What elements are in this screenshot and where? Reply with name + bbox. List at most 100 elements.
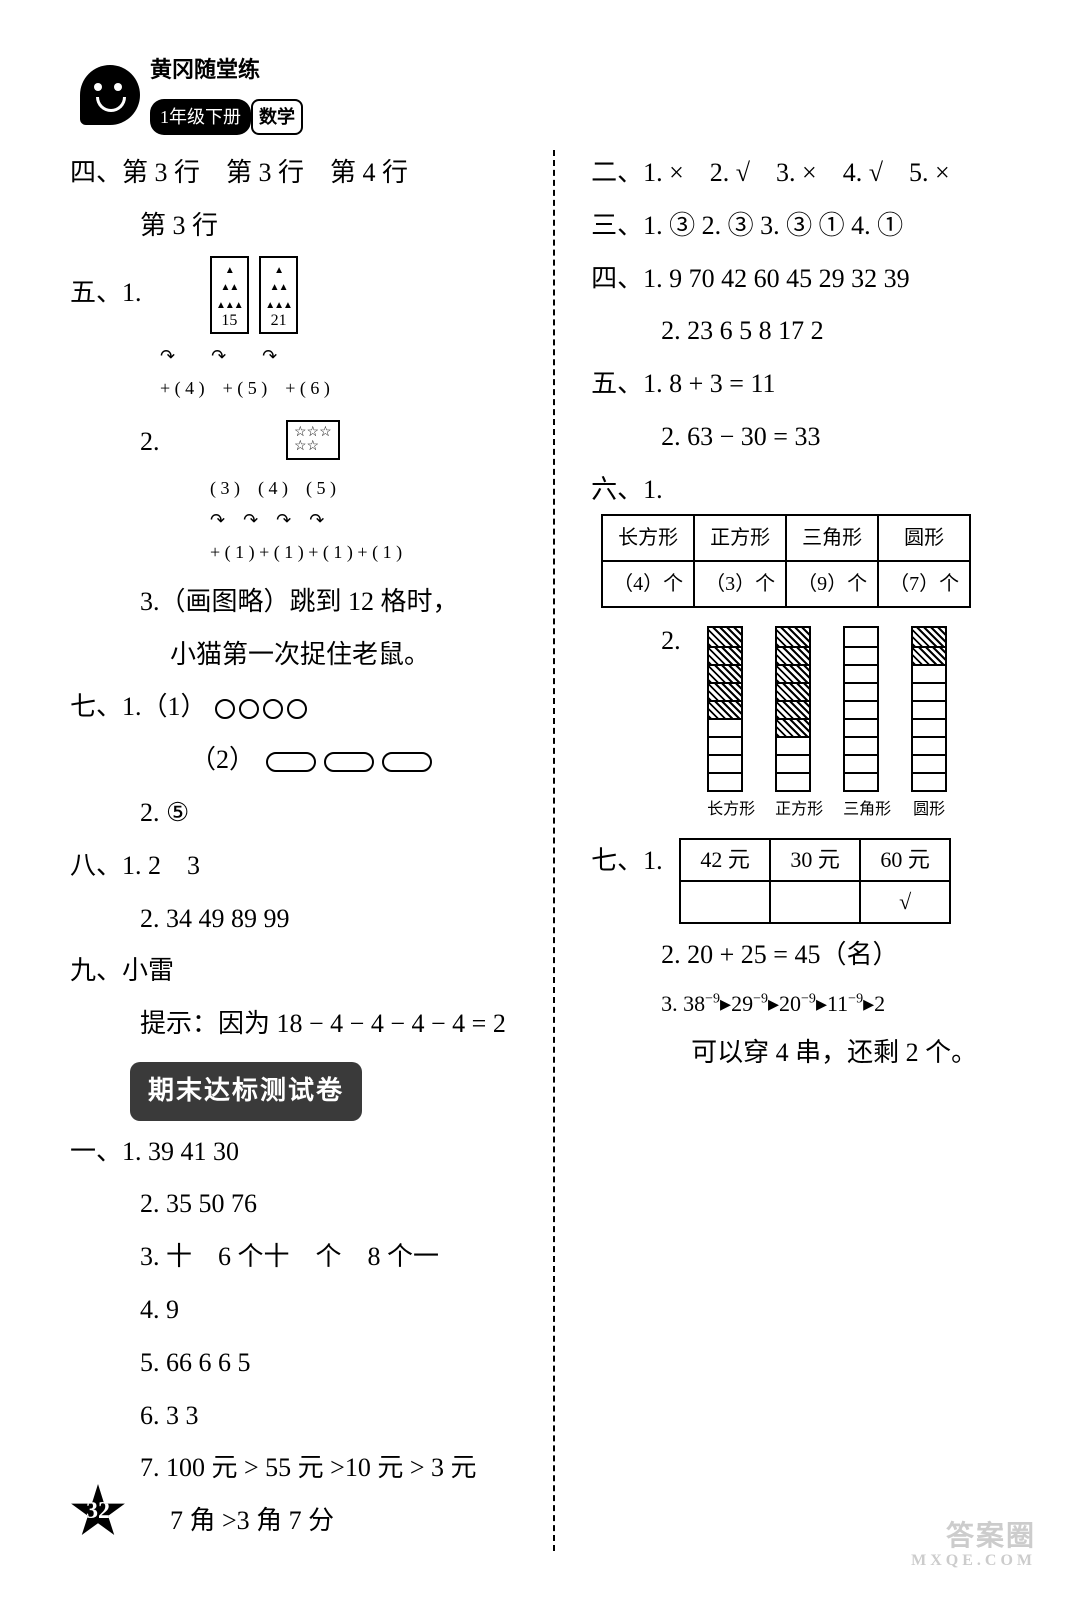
price-td — [770, 881, 860, 923]
r-q7: 七、1. 42 元 30 元 60 元 √ — [581, 838, 1026, 923]
page-header: 黄冈随堂练 1年级下册数学 — [80, 50, 303, 140]
q7-3-start: 3. 38 — [661, 991, 705, 1016]
circle-icon — [239, 699, 259, 719]
header-text-block: 黄冈随堂练 1年级下册数学 — [150, 50, 303, 140]
q5-arrows2-labels: + ( 1 ) + ( 1 ) + ( 1 ) + ( 1 ) — [210, 536, 402, 568]
a1-7a: 7. 100 元 > 55 元 >10 元 > 3 元 — [60, 1445, 527, 1492]
shape-table: 长方形 正方形 三角形 圆形 （4）个 （3）个 （9）个 （7）个 — [601, 514, 971, 608]
price-td: 30 元 — [770, 839, 860, 881]
q8-1: 八、1. 2 3 — [60, 843, 527, 890]
shape-table-data-row: （4）个 （3）个 （9）个 （7）个 — [602, 561, 970, 607]
q5-3b: 小猫第一次捉住老鼠。 — [60, 632, 527, 679]
r-q7-2: 2. 20 + 25 = 45（名） — [581, 932, 1026, 979]
q9-hint: 提示：因为 18 − 4 − 4 − 4 − 4 = 2 — [60, 1001, 527, 1048]
shape-td: （9）个 — [786, 561, 878, 607]
q5-label: 五、1. — [70, 278, 142, 307]
shape-td: （4）个 — [602, 561, 694, 607]
bar-label: 圆形 — [911, 796, 947, 825]
q5-2-label: 2. — [140, 427, 160, 456]
shape-td: （7）个 — [878, 561, 970, 607]
q7-1-2: （2） — [60, 737, 527, 784]
r-q5-2: 2. 63 − 30 = 33 — [581, 414, 1026, 461]
r-q2: 二、1. × 2. √ 3. × 4. √ 5. × — [581, 150, 1026, 197]
watermark: 答案圈 MXQE.COM — [911, 1522, 1036, 1570]
r-q3: 三、1. ③ 2. ③ 3. ③ ① 4. ① — [581, 203, 1026, 250]
r-q6-label: 六、1. — [591, 475, 663, 504]
r-q4-2: 2. 23 6 5 8 17 2 — [581, 308, 1026, 355]
shape-td: （3）个 — [694, 561, 786, 607]
bar-label: 正方形 — [775, 796, 823, 825]
bar-column: 长方形 — [707, 626, 755, 825]
cylinder-icon — [382, 752, 432, 772]
a1-3: 3. 十 6 个十 个 8 个一 — [60, 1234, 527, 1281]
tri2-num: 21 — [271, 312, 287, 329]
q7-1-1-text: 七、1.（1） — [70, 692, 207, 721]
r-q6: 六、1. 长方形 正方形 三角形 圆形 （4）个 （3）个 （9）个 （7）个 — [581, 467, 1026, 608]
q5-arrows1-labels: + ( 4 ) + ( 5 ) + ( 6 ) — [160, 372, 330, 404]
r-q7-label: 七、1. — [591, 846, 663, 875]
bar-column: 三角形 — [843, 626, 891, 825]
q5-1-arrows: ↷ ↷ ↷ + ( 4 ) + ( 5 ) + ( 6 ) — [60, 340, 527, 405]
q5-1: 五、1. ▲▲▲▲▲▲15 ▲▲▲▲▲▲21 — [60, 256, 527, 334]
a1-6: 6. 3 3 — [60, 1393, 527, 1440]
q5-2-nums: ( 3 ) ( 4 ) ( 5 ) — [210, 472, 336, 504]
section-banner: 期末达标测试卷 — [130, 1062, 362, 1121]
q9: 九、小雷 — [60, 948, 527, 995]
r-q4-1: 四、1. 9 70 42 60 45 29 32 39 — [581, 256, 1026, 303]
column-divider — [553, 150, 555, 1551]
price-td: 42 元 — [680, 839, 770, 881]
price-row-2: √ — [680, 881, 950, 923]
bar-label: 长方形 — [707, 796, 755, 825]
cylinder-icon — [324, 752, 374, 772]
a1-5: 5. 66 6 6 5 — [60, 1340, 527, 1387]
subtraction-sequence: −9▸29−9▸20−9▸11−9▸2 — [705, 991, 885, 1016]
grade-subject-row: 1年级下册数学 — [150, 90, 303, 140]
q5-2: 2. ☆☆☆☆☆ — [60, 419, 527, 466]
bar — [911, 626, 947, 792]
price-td: √ — [860, 881, 950, 923]
triangle-diagram: ▲▲▲▲▲▲15 ▲▲▲▲▲▲21 — [208, 256, 300, 334]
tri-box-2: ▲▲▲▲▲▲21 — [259, 256, 298, 334]
price-td: 60 元 — [860, 839, 950, 881]
r-q6-2: 2. 长方形正方形三角形圆形 — [581, 618, 1026, 825]
left-column: 四、第 3 行 第 3 行 第 4 行 第 3 行 五、1. ▲▲▲▲▲▲15 … — [60, 150, 527, 1551]
grade-pill: 1年级下册 — [150, 99, 251, 135]
bar-chart: 长方形正方形三角形圆形 — [707, 618, 947, 825]
content-columns: 四、第 3 行 第 3 行 第 4 行 第 3 行 五、1. ▲▲▲▲▲▲15 … — [60, 150, 1026, 1551]
r-q7-3a: 3. 38−9▸29−9▸20−9▸11−9▸2 — [581, 984, 1026, 1024]
bar — [843, 626, 879, 792]
a1-7b: 7 角 >3 角 7 分 — [60, 1498, 527, 1545]
circle-icon — [215, 699, 235, 719]
price-td — [680, 881, 770, 923]
r-q5-1: 五、1. 8 + 3 = 11 — [581, 361, 1026, 408]
a1-1: 一、1. 39 41 30 — [60, 1129, 527, 1176]
bar — [775, 626, 811, 792]
tri-box-1: ▲▲▲▲▲▲15 — [210, 256, 249, 334]
arrows-svg: ↷ ↷ ↷ — [160, 346, 277, 366]
right-column: 二、1. × 2. √ 3. × 4. √ 5. × 三、1. ③ 2. ③ 3… — [581, 150, 1026, 1551]
a1-2: 2. 35 50 76 — [60, 1181, 527, 1228]
r-q7-3b: 可以穿 4 串，还剩 2 个。 — [581, 1030, 1026, 1077]
q7-2: 2. ⑤ — [60, 790, 527, 837]
q8-2: 2. 34 49 89 99 — [60, 896, 527, 943]
brand-text: 黄冈随堂练 — [150, 50, 303, 90]
shape-th: 正方形 — [694, 515, 786, 561]
price-row-1: 42 元 30 元 60 元 — [680, 839, 950, 881]
q5-2-nums-row: ( 3 ) ( 4 ) ( 5 ) ↷ ↷ ↷ ↷ + ( 1 ) + ( 1 … — [60, 472, 527, 569]
watermark-top: 答案圈 — [911, 1522, 1036, 1553]
q5-3a: 3.（画图略）跳到 12 格时， — [60, 579, 527, 626]
circle-icon — [287, 699, 307, 719]
arrows2-svg: ↷ ↷ ↷ ↷ — [210, 510, 324, 530]
bar — [707, 626, 743, 792]
shape-th: 长方形 — [602, 515, 694, 561]
price-table: 42 元 30 元 60 元 √ — [679, 838, 951, 923]
bar-label: 三角形 — [843, 796, 891, 825]
smiley-icon — [80, 65, 140, 125]
shape-th: 圆形 — [878, 515, 970, 561]
watermark-bottom: MXQE.COM — [911, 1552, 1036, 1570]
cylinder-icon — [266, 752, 316, 772]
subject-box: 数学 — [251, 99, 303, 135]
q7-1-2-text: （2） — [190, 745, 255, 774]
q4-line2: 第 3 行 — [60, 203, 527, 250]
q4-line1: 四、第 3 行 第 3 行 第 4 行 — [60, 150, 527, 197]
